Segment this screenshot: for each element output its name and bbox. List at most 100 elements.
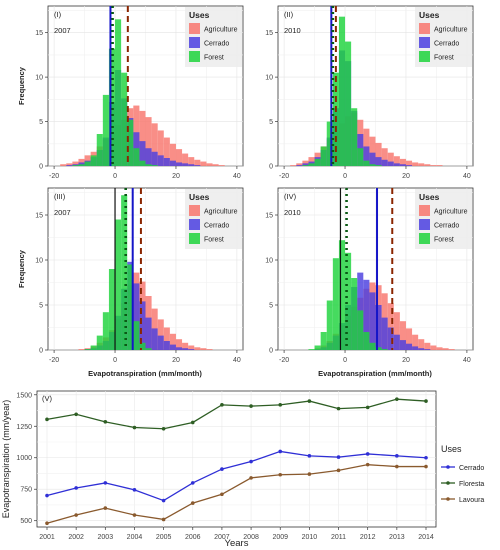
bar-agriculture — [290, 165, 297, 166]
point-lavoura — [249, 476, 253, 480]
point-cerrado — [395, 454, 399, 458]
panel-label: (II) — [284, 10, 294, 19]
x-tick-label: 40 — [463, 357, 471, 364]
bar-agriculture — [188, 157, 195, 166]
bar-forest — [375, 165, 382, 166]
y-tick-label: 10 — [265, 258, 273, 265]
legend-swatch-forest — [419, 51, 430, 62]
plot-area — [36, 390, 437, 528]
x-tick-label: 2013 — [389, 534, 405, 541]
point-floresta — [424, 399, 428, 403]
series-lavoura — [45, 462, 428, 526]
bar-forest — [108, 48, 116, 166]
x-axis-label: Years — [225, 538, 249, 549]
point-floresta — [395, 397, 399, 401]
bar-forest — [84, 161, 91, 166]
bar-forest — [381, 349, 388, 350]
bar-forest — [375, 347, 382, 350]
bar-cerrado — [369, 152, 376, 166]
legend-label: Cerrado — [204, 41, 229, 48]
bar-forest — [96, 335, 103, 350]
point-cerrado — [45, 493, 49, 498]
point-cerrado — [103, 481, 108, 485]
legend-label: Forest — [434, 237, 454, 244]
legend-label: Agriculture — [434, 27, 468, 34]
bar-agriculture — [212, 164, 219, 166]
bar-forest — [326, 121, 333, 166]
bar-agriculture — [151, 123, 158, 166]
bar-agriculture — [182, 342, 189, 350]
bar-agriculture — [169, 333, 176, 350]
bar-agriculture — [369, 136, 376, 166]
legend-label: Cerrado — [204, 223, 229, 230]
bar-cerrado — [182, 163, 189, 166]
x-tick-label: 2001 — [39, 534, 55, 541]
bar-agriculture — [200, 161, 207, 166]
y-tick-label: 1000 — [16, 455, 32, 462]
y-tick-label: 15 — [265, 213, 273, 220]
bar-cerrado — [424, 349, 431, 350]
line-chart-panel: 2001 2002 2003 2004 2005 2006 2007 2008 2009 2010… — [1, 390, 484, 549]
bar-forest — [357, 148, 364, 166]
y-tick-label: 750 — [20, 487, 32, 494]
bar-cerrado — [405, 165, 413, 166]
point-floresta — [161, 426, 166, 431]
bar-agriculture — [206, 163, 213, 166]
bar-cerrado — [363, 279, 370, 350]
point-floresta — [45, 417, 49, 422]
y-tick-label: 5 — [39, 303, 43, 310]
x-axis-label-right: Evapotranspiration (mm/month) — [318, 369, 432, 378]
bar-forest — [145, 348, 152, 350]
legend-swatch-agriculture — [419, 205, 430, 216]
bar-forest — [363, 160, 370, 166]
bar-forest — [127, 119, 134, 166]
legend-label: Forest — [204, 55, 224, 62]
x-tick-label: 2004 — [127, 534, 143, 541]
legend-label: Cerrado — [434, 41, 459, 48]
bar-cerrado — [169, 344, 176, 350]
bar-cerrado — [296, 165, 303, 166]
point-floresta — [132, 425, 137, 430]
legend-label: Agriculture — [204, 27, 238, 34]
bar-cerrado — [381, 317, 388, 350]
bar-agriculture — [175, 149, 183, 166]
bar-agriculture — [442, 348, 449, 350]
legend-label: Forest — [434, 55, 454, 62]
bar-forest — [345, 252, 352, 350]
y-axis-label: Frequency — [17, 66, 26, 105]
legend-label: Forest — [204, 237, 224, 244]
legend-marker-cerrado — [446, 465, 450, 469]
x-tick-label: 2003 — [98, 534, 114, 541]
point-cerrado — [249, 459, 253, 464]
legend-swatch-agriculture — [189, 205, 200, 216]
point-floresta — [307, 399, 312, 403]
x-tick-label: 0 — [113, 173, 117, 180]
bar-cerrado — [194, 165, 201, 166]
bar-cerrado — [157, 155, 164, 166]
bar-agriculture — [157, 319, 164, 350]
legend-swatch-agriculture — [189, 23, 200, 34]
bar-forest — [332, 258, 339, 350]
y-tick-label: 10 — [265, 75, 273, 82]
bar-agriculture — [157, 130, 164, 166]
bar-cerrado — [387, 161, 394, 166]
point-cerrado — [132, 488, 137, 492]
bar-agriculture — [218, 165, 225, 166]
bar-forest — [357, 310, 364, 350]
bar-forest — [308, 163, 315, 166]
bar-forest — [369, 164, 376, 166]
bar-agriculture — [430, 165, 437, 166]
x-tick-label: 2005 — [156, 534, 172, 541]
bar-agriculture — [296, 163, 303, 166]
bar-agriculture — [375, 142, 382, 166]
x-tick-label: 20 — [402, 357, 410, 364]
point-floresta — [190, 420, 195, 425]
point-lavoura — [424, 464, 428, 469]
x-tick-label: 40 — [463, 173, 471, 180]
panel-label: (III) — [54, 192, 66, 201]
bar-cerrado — [157, 335, 164, 350]
bar-forest — [351, 108, 358, 166]
y-tick-label: 1250 — [16, 424, 32, 431]
bar-agriculture — [84, 155, 91, 166]
